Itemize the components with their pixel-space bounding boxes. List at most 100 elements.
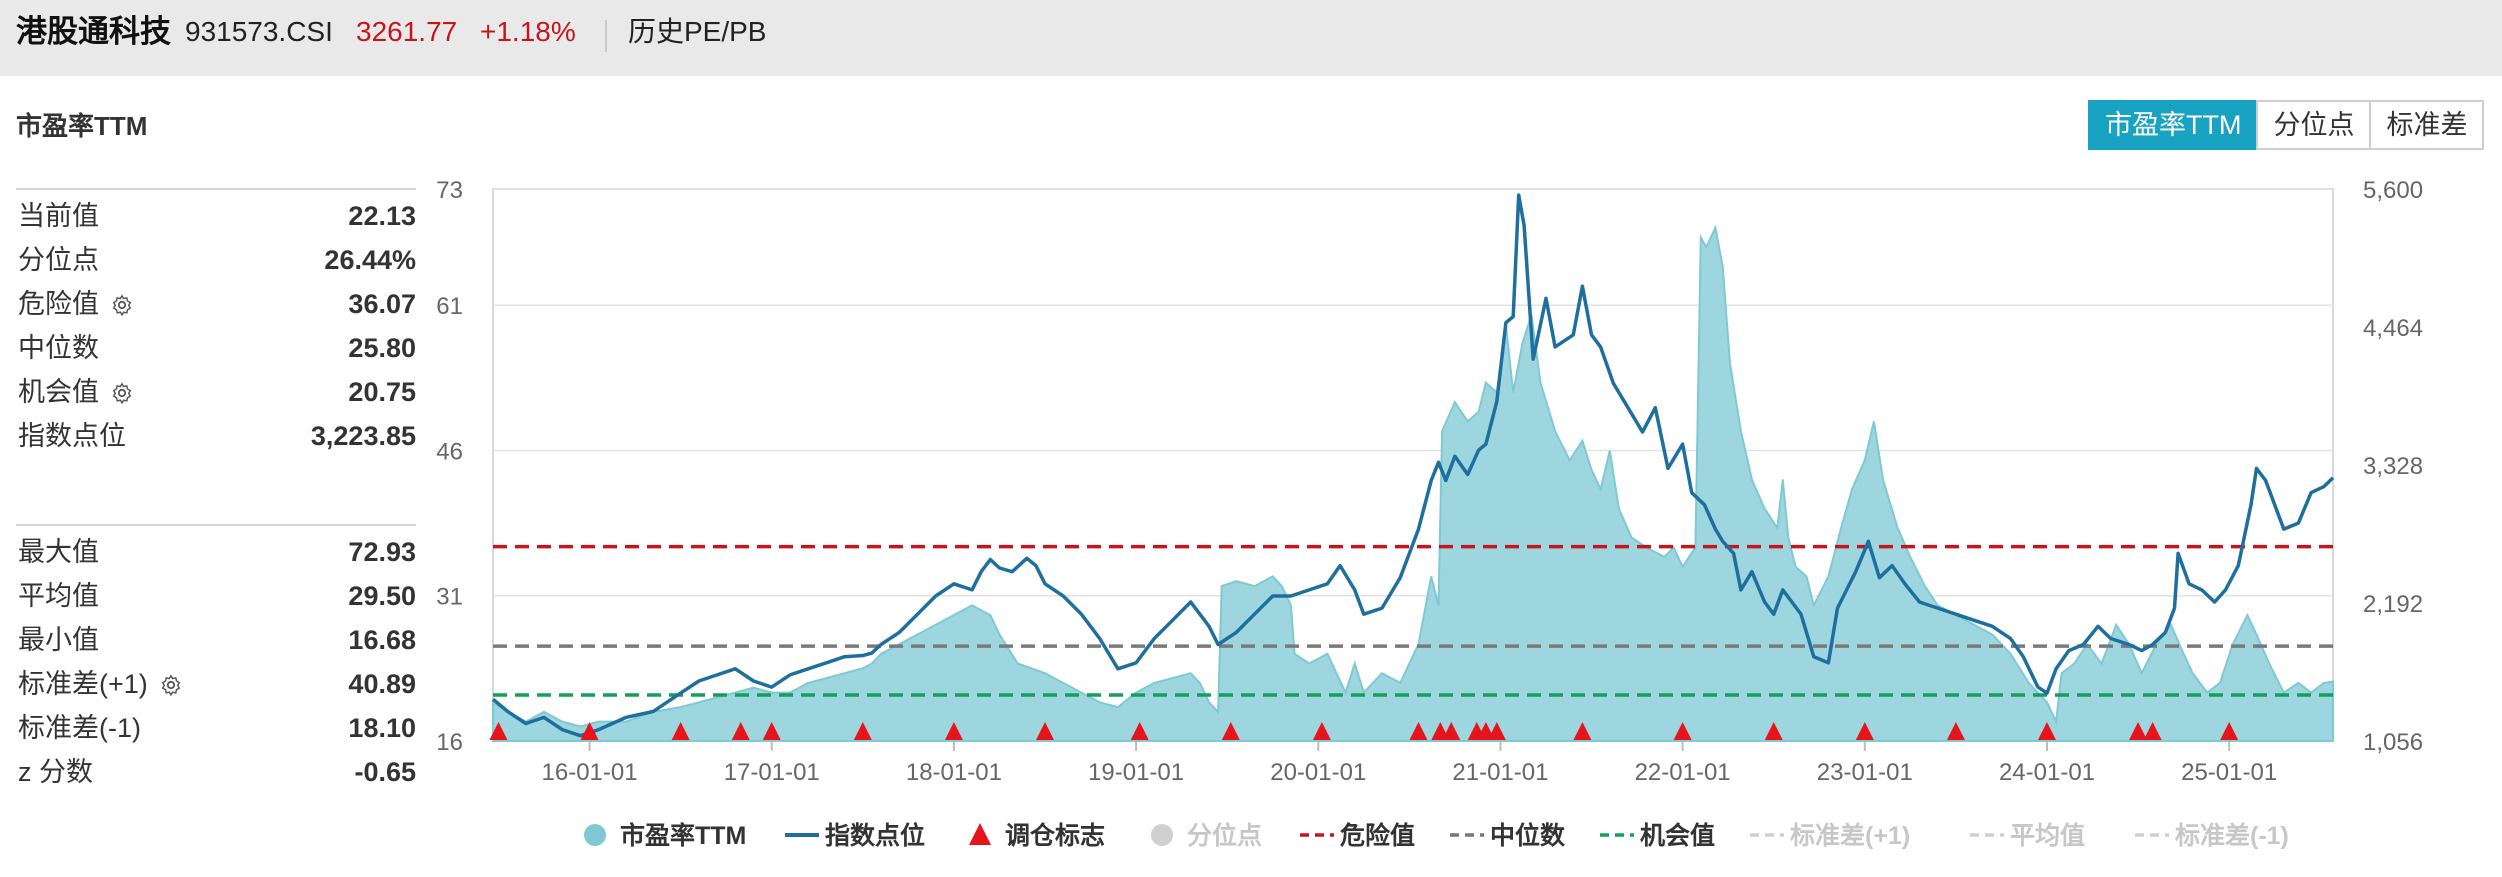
stat-label: 最大值 xyxy=(18,537,99,567)
rebalance-marker xyxy=(580,722,599,740)
stat-row: 中位数 25.80 xyxy=(16,328,416,368)
chart-legend: 市盈率TTM 指数点位 调仓标志 分位点 危险值 中位数 机会值 标准差(+1) 平均值 标准差(… xyxy=(580,816,2289,856)
legend-dash-icon xyxy=(1750,833,1784,837)
y-right-tick-label: 2,192 xyxy=(2363,591,2423,618)
x-tick-label: 22-01-01 xyxy=(1635,759,1731,786)
stat-label: 指数点位 xyxy=(18,421,126,451)
y-left-tick-label: 31 xyxy=(436,584,463,611)
rebalance-marker xyxy=(1487,722,1506,740)
x-tick-label: 25-01-01 xyxy=(2181,759,2277,786)
stat-value: 25.80 xyxy=(348,333,416,363)
rebalance-marker xyxy=(2129,722,2148,740)
y-right-tick-label: 4,464 xyxy=(2363,315,2423,342)
stat-value: 3,223.85 xyxy=(310,421,416,451)
gear-icon[interactable] xyxy=(111,294,133,316)
stat-label: 最小值 xyxy=(18,625,99,655)
stat-value: 16.68 xyxy=(348,625,416,655)
rebalance-marker xyxy=(1431,722,1450,740)
x-tick-label: 16-01-01 xyxy=(542,759,638,786)
gear-icon[interactable] xyxy=(160,674,182,696)
stat-row: 最大值 72.93 xyxy=(16,532,416,572)
header-bar: 港股通科技 931573.CSI 3261.77 +1.18% 历史PE/PB xyxy=(0,0,2502,76)
stat-row: 机会值 20.75 xyxy=(16,372,416,412)
rebalance-marker xyxy=(1312,722,1331,740)
rebalance-marker xyxy=(1221,722,1240,740)
rebalance-marker xyxy=(1409,722,1428,740)
stat-label: 标准差(-1) xyxy=(18,713,141,743)
legend-dot-icon xyxy=(584,824,606,846)
stat-value: 72.93 xyxy=(348,537,416,567)
rebalance-marker xyxy=(1946,722,1965,740)
x-tick-label: 19-01-01 xyxy=(1088,759,1184,786)
rebalance-marker xyxy=(762,722,781,740)
y-left-tick-label: 46 xyxy=(436,438,463,465)
stat-label: 危险值 xyxy=(18,284,133,324)
stat-value: 20.75 xyxy=(348,377,416,407)
y-left-tick-label: 73 xyxy=(436,177,463,204)
metric-toggle-group: 市盈率TTM 分位点 标准差 xyxy=(2088,100,2485,150)
rebalance-marker xyxy=(2037,722,2056,740)
index-line xyxy=(491,193,2335,738)
legend-dash-icon xyxy=(2135,833,2169,837)
stat-row: 危险值 36.07 xyxy=(16,284,416,324)
rebalance-marker xyxy=(1673,722,1692,740)
stat-value: -0.65 xyxy=(354,757,416,787)
legend-line-icon xyxy=(785,833,819,837)
y-right-tick-label: 1,056 xyxy=(2363,729,2423,756)
rebalance-marker xyxy=(671,722,690,740)
stat-value: 22.13 xyxy=(348,201,416,231)
rebalance-marker xyxy=(489,722,508,740)
rebalance-marker xyxy=(1855,722,1874,740)
x-tick-label: 21-01-01 xyxy=(1452,759,1548,786)
rebalance-marker xyxy=(2143,722,2162,740)
x-tick-label: 24-01-01 xyxy=(1999,759,2095,786)
stat-value: 36.07 xyxy=(348,289,416,319)
gear-icon[interactable] xyxy=(111,382,133,404)
x-tick-label: 23-01-01 xyxy=(1817,759,1913,786)
rebalance-marker xyxy=(1467,722,1486,740)
header-divider xyxy=(605,20,607,52)
legend-dash-icon xyxy=(1970,833,2004,837)
plot-frame xyxy=(492,188,2334,742)
x-tick-label: 20-01-01 xyxy=(1270,759,1366,786)
legend-dash-icon xyxy=(1600,833,1634,837)
index-price: 3261.77 xyxy=(356,16,458,47)
rebalance-marker xyxy=(1764,722,1783,740)
rebalance-marker xyxy=(731,722,750,740)
stats-divider xyxy=(16,188,416,190)
stat-row: 标准差(-1) 18.10 xyxy=(16,708,416,748)
stat-row: z 分数 -0.65 xyxy=(16,752,416,792)
stat-value: 40.89 xyxy=(348,669,416,699)
legend-dot-icon xyxy=(1151,824,1173,846)
y-right-tick-label: 3,328 xyxy=(2363,453,2423,480)
index-change: +1.18% xyxy=(480,16,576,47)
toggle-pe-ttm[interactable]: 市盈率TTM xyxy=(2088,100,2259,150)
stats-divider xyxy=(16,524,416,526)
stat-row: 分位点 26.44% xyxy=(16,240,416,280)
y-left-tick-label: 61 xyxy=(436,293,463,320)
stat-row: 平均值 29.50 xyxy=(16,576,416,616)
pe-ttm-area xyxy=(492,224,2334,742)
index-name: 港股通科技 xyxy=(16,14,171,49)
toggle-std-dev[interactable]: 标准差 xyxy=(2369,100,2485,150)
stat-row: 标准差(+1) 40.89 xyxy=(16,664,416,704)
section-title: 市盈率TTM xyxy=(16,111,148,141)
rebalance-marker xyxy=(2220,722,2239,740)
rebalance-marker xyxy=(1476,722,1495,740)
stat-value: 26.44% xyxy=(324,245,416,275)
stat-value: 18.10 xyxy=(348,713,416,743)
stat-row: 最小值 16.68 xyxy=(16,620,416,660)
rebalance-marker xyxy=(1573,722,1592,740)
stat-label: 平均值 xyxy=(18,581,99,611)
toggle-percentile[interactable]: 分位点 xyxy=(2256,100,2372,150)
stat-label: 标准差(+1) xyxy=(18,664,182,704)
rebalance-marker xyxy=(1130,722,1149,740)
stat-row: 当前值 22.13 xyxy=(16,196,416,236)
rebalance-marker xyxy=(944,722,963,740)
y-right-tick-label: 5,600 xyxy=(2363,177,2423,204)
x-tick-label: 17-01-01 xyxy=(724,759,820,786)
index-code: 931573.CSI xyxy=(185,16,333,47)
legend-dash-icon xyxy=(1450,833,1484,837)
stat-label: 机会值 xyxy=(18,372,133,412)
history-pe-pb-link[interactable]: 历史PE/PB xyxy=(628,16,767,47)
